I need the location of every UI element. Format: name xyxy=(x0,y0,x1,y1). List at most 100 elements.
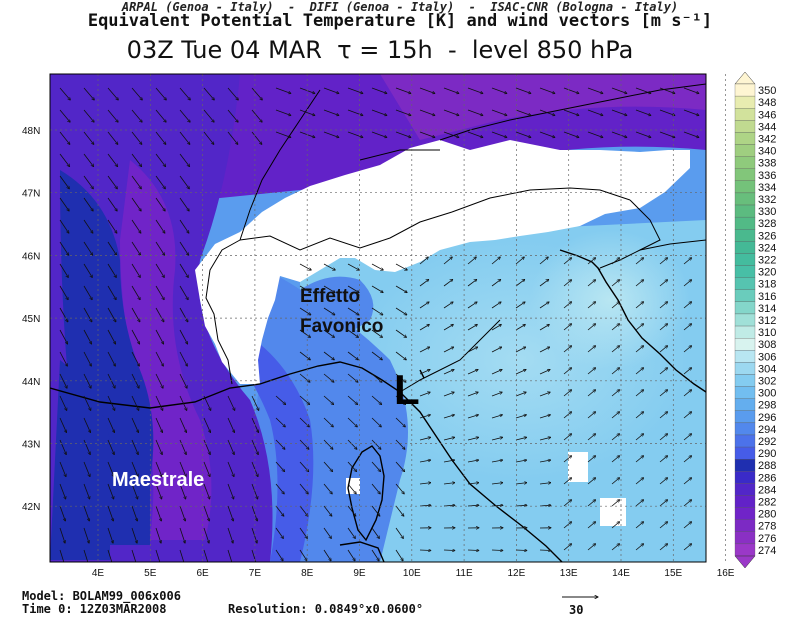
colorbar-swatch-344 xyxy=(734,120,756,133)
wind-vector xyxy=(683,109,699,116)
colorbar-swatch-316 xyxy=(734,289,756,302)
wind-vector xyxy=(467,505,479,506)
wind-vector xyxy=(347,461,357,472)
wind-vector xyxy=(347,263,359,270)
wind-vector xyxy=(419,392,430,397)
wind-vector xyxy=(515,131,531,138)
wind-vector xyxy=(83,527,89,543)
wind-vector xyxy=(203,131,214,145)
wind-vector xyxy=(587,302,596,309)
lat-label: 47N xyxy=(22,189,40,200)
wind-vector xyxy=(395,505,404,516)
longitude-labels: 4E 5E 6E 7E 8E 9E 10E 11E 12E 13E 14E 15E 16E xyxy=(92,568,735,579)
wind-vector xyxy=(179,417,187,433)
wind-vector xyxy=(323,351,334,360)
wind-vector xyxy=(587,131,603,138)
wind-vector xyxy=(491,324,502,331)
wind-vector xyxy=(59,395,67,411)
wind-vector xyxy=(155,461,162,477)
wind-vector xyxy=(635,478,644,485)
colorbar-swatch-340 xyxy=(734,144,756,157)
colorbar-label: 320 xyxy=(758,267,776,279)
wind-vector xyxy=(155,241,165,255)
wind-vector xyxy=(227,461,234,477)
wind-vector xyxy=(275,417,285,427)
wind-vector xyxy=(83,395,91,411)
wind-vector xyxy=(59,483,66,499)
wind-vector xyxy=(539,415,551,419)
colorbar-label: 342 xyxy=(758,133,776,145)
wind-vector xyxy=(611,258,620,265)
wind-vector xyxy=(179,329,188,344)
colorbar-swatch-284 xyxy=(734,483,756,496)
wind-vector xyxy=(83,219,93,233)
wind-vector xyxy=(59,527,65,543)
coast-venice xyxy=(559,249,601,271)
wind-vector xyxy=(203,549,209,562)
wind-vector xyxy=(611,390,620,397)
wind-vector xyxy=(659,109,675,116)
wind-vector xyxy=(107,351,115,366)
wind-vector xyxy=(251,549,257,562)
wind-vector xyxy=(611,280,620,287)
wind-vector xyxy=(491,370,502,375)
wind-vector xyxy=(467,460,479,463)
wind-vector xyxy=(659,522,668,529)
wind-vector xyxy=(107,549,113,562)
wind-vector xyxy=(563,478,572,485)
wind-vector xyxy=(539,257,548,265)
wind-vector xyxy=(611,456,620,463)
border-france-switzerland xyxy=(239,89,321,241)
wind-vector xyxy=(515,460,527,463)
wind-vector xyxy=(131,109,142,122)
border-croatia xyxy=(639,239,706,251)
colorbar-swatch-324 xyxy=(734,241,756,254)
lat-label: 45N xyxy=(22,314,40,325)
wind-vector xyxy=(539,109,555,116)
wind-vector xyxy=(323,549,331,561)
wind-vector xyxy=(515,483,527,484)
wind-vector xyxy=(515,302,525,309)
wind-vector xyxy=(683,87,699,94)
colorbar-swatch-338 xyxy=(734,156,756,169)
colorbar-swatch-298 xyxy=(734,398,756,411)
wind-vector xyxy=(179,219,189,233)
wind-vector xyxy=(59,131,70,145)
wind-vector xyxy=(347,395,358,405)
colorbar-swatch-282 xyxy=(734,495,756,508)
wind-vector xyxy=(491,109,507,116)
wind-vector xyxy=(539,87,555,94)
wind-vector xyxy=(515,279,525,287)
wind-vector xyxy=(563,456,572,463)
colorbar-swatch-280 xyxy=(734,507,756,520)
wind-vector xyxy=(275,87,291,94)
wind-vector xyxy=(563,368,572,375)
wind-vector xyxy=(635,522,644,529)
colorbar-label: 340 xyxy=(758,146,776,158)
wind-vector xyxy=(563,412,572,419)
wind-vector xyxy=(179,109,190,122)
wind-vector xyxy=(323,461,333,472)
wind-vector xyxy=(59,439,66,455)
wind-vector xyxy=(563,544,572,551)
colorbar-swatch-304 xyxy=(734,362,756,375)
wind-vector xyxy=(563,302,572,309)
wind-vector xyxy=(563,434,572,441)
wind-vector xyxy=(659,280,668,287)
colorbar-swatch-278 xyxy=(734,519,756,532)
wind-vector xyxy=(683,324,692,331)
colorbar-swatch-342 xyxy=(734,132,756,145)
wind-vector xyxy=(107,329,116,344)
wind-vector xyxy=(59,461,66,477)
terrain-mask-alps xyxy=(195,140,690,384)
wind-vector xyxy=(539,279,549,287)
header-forecast-time: 03Z Tue 04 MAR τ = 15h - level 850 hPa xyxy=(126,36,634,64)
colorbar-label: 332 xyxy=(758,194,776,206)
wind-vector xyxy=(131,461,138,477)
wind-vector xyxy=(419,302,429,309)
wind-vector xyxy=(611,544,620,551)
wind-vector xyxy=(467,550,479,551)
wind-vector xyxy=(611,346,620,353)
wind-vector xyxy=(251,395,259,411)
wind-vector xyxy=(107,285,116,300)
